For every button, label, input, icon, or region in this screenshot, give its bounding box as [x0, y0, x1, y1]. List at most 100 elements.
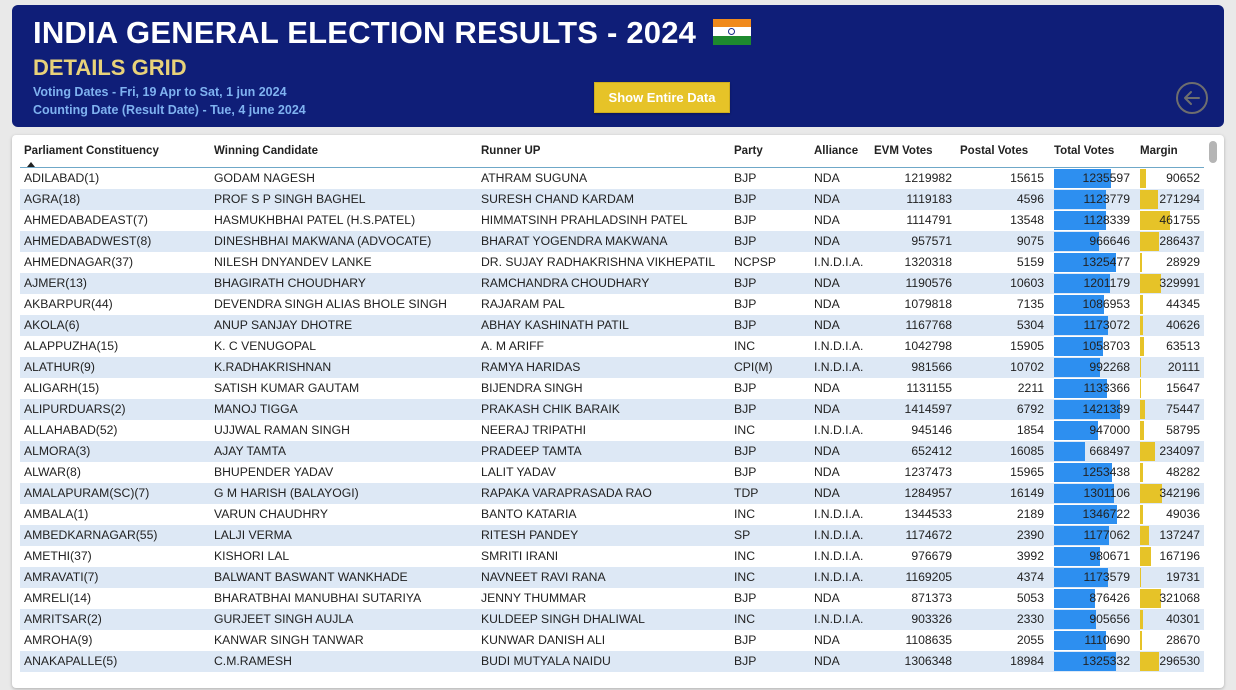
col-runner-up: NEERAJ TRIPATHI: [481, 423, 586, 437]
table-row[interactable]: ALAPPUZHA(15) K. C VENUGOPAL A. M ARIFF INC…: [20, 336, 1204, 357]
col-margin-header[interactable]: Margin: [1140, 145, 1178, 157]
table-row[interactable]: ALMORA(3) AJAY TAMTA PRADEEP TAMTA BJP NDA 65…: [20, 441, 1204, 462]
col-party: INC: [734, 423, 755, 437]
col-total-votes-header[interactable]: Total Votes: [1054, 145, 1115, 157]
table-row[interactable]: ALWAR(8) BHUPENDER YADAV LALIT YADAV BJP NDA…: [20, 462, 1204, 483]
col-total-votes: 668497: [1089, 444, 1130, 458]
table-row[interactable]: AHMEDABADWEST(8) DINESHBHAI MAKWANA (ADVO…: [20, 231, 1204, 252]
table-row[interactable]: AMETHI(37) KISHORI LAL SMRITI IRANI INC I.N.…: [20, 546, 1204, 567]
table-row[interactable]: ALATHUR(9) K.RADHAKRISHNAN RAMYA HARIDAS CP…: [20, 357, 1204, 378]
col-winning-candidate: LALJI VERMA: [214, 528, 292, 542]
table-row[interactable]: ALIGARH(15) SATISH KUMAR GAUTAM BIJENDRA S…: [20, 378, 1204, 399]
margin-bar: [1140, 211, 1170, 230]
col-constituency: ALIPURDUARS(2): [24, 402, 126, 416]
col-total-votes: 1201179: [1083, 276, 1130, 290]
col-total-votes: 1325332: [1082, 654, 1130, 668]
col-runner-up: JENNY THUMMAR: [481, 591, 587, 605]
col-runner-up: BIJENDRA SINGH: [481, 381, 583, 395]
col-alliance: NDA: [814, 297, 840, 311]
col-winning-candidate: DEVENDRA SINGH ALIAS BHOLE SINGH: [214, 297, 447, 311]
col-evm-votes: 976679: [911, 549, 952, 563]
page-title: INDIA GENERAL ELECTION RESULTS - 2024: [33, 15, 751, 51]
col-constituency-header[interactable]: Parliament Constituency: [24, 145, 159, 167]
table-row[interactable]: AKBARPUR(44) DEVENDRA SINGH ALIAS BHOLE S…: [20, 294, 1204, 315]
vertical-scrollbar[interactable]: [1209, 141, 1217, 163]
page-title-text: INDIA GENERAL ELECTION RESULTS - 2024: [33, 15, 697, 50]
col-winning-candidate: MANOJ TIGGA: [214, 402, 298, 416]
table-row[interactable]: AGRA(18) PROF S P SINGH BAGHEL SURESH CHAN…: [20, 189, 1204, 210]
col-winning-candidate: SATISH KUMAR GAUTAM: [214, 381, 360, 395]
table-row[interactable]: AMROHA(9) KANWAR SINGH TANWAR KUNWAR DANIS…: [20, 630, 1204, 651]
col-evm-votes: 1114791: [906, 213, 952, 227]
table-row[interactable]: ALLAHABAD(52) UJJWAL RAMAN SINGH NEERAJ TR…: [20, 420, 1204, 441]
col-winning-candidate: C.M.RAMESH: [214, 654, 292, 668]
table-row[interactable]: AMBEDKARNAGAR(55) LALJI VERMA RITESH PANDE…: [20, 525, 1204, 546]
col-margin: 19731: [1166, 570, 1200, 584]
col-party: BJP: [734, 276, 757, 290]
table-row[interactable]: ANAKAPALLE(5) C.M.RAMESH BUDI MUTYALA NAID…: [20, 651, 1204, 672]
col-evm-votes: 1320318: [904, 255, 952, 269]
col-alliance: I.N.D.I.A.: [814, 528, 864, 542]
col-winning-candidate-header[interactable]: Winning Candidate: [214, 145, 319, 157]
col-evm-votes-header[interactable]: EVM Votes: [874, 145, 933, 157]
table-row[interactable]: AHMEDABADEAST(7) HASMUKHBHAI PATEL (H.S.P…: [20, 210, 1204, 231]
col-winning-candidate: K. C VENUGOPAL: [214, 339, 317, 353]
col-margin: 167196: [1159, 549, 1200, 563]
margin-bar: [1140, 400, 1145, 419]
margin-bar: [1140, 484, 1163, 503]
margin-bar: [1140, 610, 1143, 629]
table-row[interactable]: AMRELI(14) BHARATBHAI MANUBHAI SUTARIYA JE…: [20, 588, 1204, 609]
col-postal-votes-header[interactable]: Postal Votes: [960, 145, 1029, 157]
col-evm-votes: 957571: [911, 234, 952, 248]
india-flag-icon: [712, 18, 751, 45]
table-row[interactable]: ADILABAD(1) GODAM NAGESH ATHRAM SUGUNA BJP N…: [20, 168, 1204, 189]
table-row[interactable]: AKOLA(6) ANUP SANJAY DHOTRE ABHAY KASHINAT…: [20, 315, 1204, 336]
col-party-header[interactable]: Party: [734, 145, 763, 157]
table-row[interactable]: AMRAVATI(7) BALWANT BASWANT WANKHADE NAVNE…: [20, 567, 1204, 588]
col-total-votes: 992268: [1089, 360, 1130, 374]
col-runner-up-header[interactable]: Runner UP: [481, 145, 541, 157]
total-votes-bar: [1054, 400, 1120, 419]
col-runner-up: KULDEEP SINGH DHALIWAL: [481, 612, 645, 626]
total-votes-bar: [1054, 274, 1110, 293]
col-constituency: AMBEDKARNAGAR(55): [24, 528, 158, 542]
col-postal-votes: 4596: [1016, 192, 1044, 206]
table-row[interactable]: AHMEDNAGAR(37) NILESH DNYANDEV LANKE DR. S…: [20, 252, 1204, 273]
col-total-votes: 947000: [1089, 423, 1130, 437]
col-constituency: AMALAPURAM(SC)(7): [24, 486, 150, 500]
col-winning-candidate: HASMUKHBHAI PATEL (H.S.PATEL): [214, 213, 416, 227]
col-total-votes: 1325477: [1082, 255, 1130, 269]
col-postal-votes: 15615: [1010, 171, 1044, 185]
total-votes-bar: [1054, 631, 1106, 650]
col-postal-votes: 3992: [1016, 549, 1044, 563]
table-row[interactable]: ALIPURDUARS(2) MANOJ TIGGA PRAKASH CHIK BA…: [20, 399, 1204, 420]
col-postal-votes: 16149: [1010, 486, 1044, 500]
col-party: BJP: [734, 591, 757, 605]
table-row[interactable]: AJMER(13) BHAGIRATH CHOUDHARY RAMCHANDRA C…: [20, 273, 1204, 294]
col-postal-votes: 5159: [1016, 255, 1044, 269]
voting-dates: Voting Dates - Fri, 19 Apr to Sat, 1 jun…: [33, 85, 287, 99]
col-margin: 75447: [1166, 402, 1200, 416]
col-runner-up: DR. SUJAY RADHAKRISHNA VIKHEPATIL: [481, 255, 716, 269]
col-total-votes: 1133366: [1083, 381, 1130, 395]
col-evm-votes: 1306348: [904, 654, 952, 668]
col-runner-up: ATHRAM SUGUNA: [481, 171, 588, 185]
show-entire-data-button[interactable]: Show Entire Data: [594, 82, 730, 113]
col-total-votes: 1301106: [1083, 486, 1130, 500]
col-party: BJP: [734, 234, 757, 248]
margin-bar: [1140, 442, 1156, 461]
total-votes-bar: [1054, 337, 1104, 356]
col-alliance-header[interactable]: Alliance: [814, 145, 859, 157]
col-evm-votes: 981566: [911, 360, 952, 374]
col-margin: 321068: [1159, 591, 1200, 605]
table-row[interactable]: AMALAPURAM(SC)(7) G M HARISH (BALAYOGI) RA…: [20, 483, 1204, 504]
table-row[interactable]: AMRITSAR(2) GURJEET SINGH AUJLA KULDEEP SI…: [20, 609, 1204, 630]
back-arrow-icon[interactable]: [1176, 82, 1208, 114]
col-postal-votes: 5304: [1016, 318, 1044, 332]
col-party: BJP: [734, 402, 757, 416]
table-row[interactable]: AMBALA(1) VARUN CHAUDHRY BANTO KATARIA INC I…: [20, 504, 1204, 525]
col-total-votes: 876426: [1089, 591, 1130, 605]
col-alliance: NDA: [814, 171, 840, 185]
margin-bar: [1140, 379, 1142, 398]
col-total-votes: 1173072: [1083, 318, 1130, 332]
